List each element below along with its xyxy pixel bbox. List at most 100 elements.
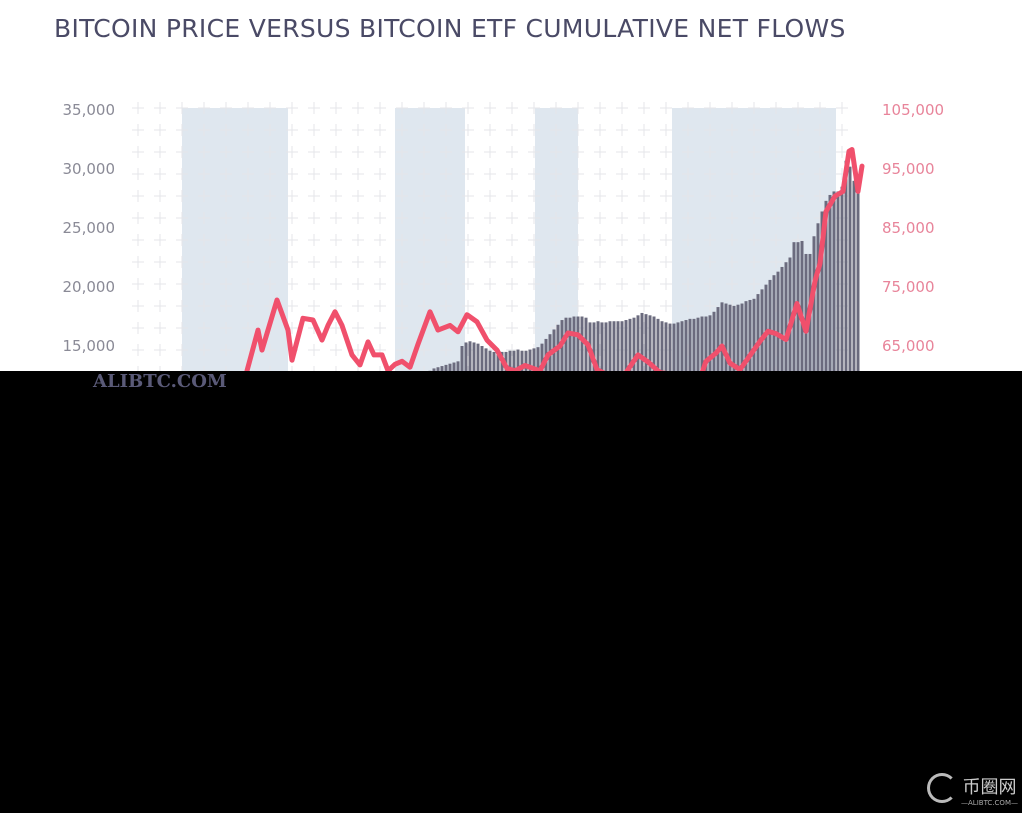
left-tick-label: 25,000	[63, 219, 116, 237]
grid-cross	[330, 190, 342, 202]
grid-cross	[264, 102, 276, 114]
grid-cross	[242, 146, 254, 158]
grid-cross	[770, 168, 782, 180]
grid-cross	[176, 322, 188, 334]
grid-cross	[418, 124, 430, 136]
grid-cross	[462, 102, 474, 114]
grid-cross	[264, 168, 276, 180]
grid-cross	[770, 300, 782, 312]
grid-cross	[330, 256, 342, 268]
grid-cross	[638, 234, 650, 246]
grid-cross	[616, 102, 628, 114]
grid-cross	[330, 212, 342, 224]
grid-cross	[198, 234, 210, 246]
black-redaction-block	[0, 371, 1022, 813]
grid-cross	[572, 146, 584, 158]
grid-cross	[484, 322, 496, 334]
grid-cross	[308, 344, 320, 356]
grid-cross	[572, 300, 584, 312]
grid-cross	[220, 278, 232, 290]
right-tick-label: 75,000	[882, 278, 935, 296]
grid-cross	[748, 278, 760, 290]
grid-cross	[352, 322, 364, 334]
grid-cross	[374, 256, 386, 268]
grid-cross	[286, 278, 298, 290]
grid-cross	[308, 102, 320, 114]
grid-cross	[396, 256, 408, 268]
grid-cross	[506, 300, 518, 312]
grid-cross	[220, 168, 232, 180]
grid-cross	[462, 124, 474, 136]
grid-cross	[462, 146, 474, 158]
grid-cross	[308, 256, 320, 268]
grid-cross	[374, 168, 386, 180]
grid-cross	[462, 322, 474, 334]
grid-cross	[418, 190, 430, 202]
grid-cross	[638, 146, 650, 158]
grid-cross	[220, 322, 232, 334]
grid-cross	[682, 300, 694, 312]
grid-cross	[616, 146, 628, 158]
grid-cross	[264, 212, 276, 224]
grid-cross	[198, 168, 210, 180]
grid-cross	[352, 212, 364, 224]
grid-cross	[418, 344, 430, 356]
grid-cross	[242, 234, 254, 246]
grid-cross	[506, 190, 518, 202]
grid-cross	[506, 212, 518, 224]
grid-cross	[616, 190, 628, 202]
grid-cross	[594, 146, 606, 158]
grid-cross	[594, 212, 606, 224]
watermark: ALIBTC.COM	[93, 371, 227, 392]
grid-cross	[572, 256, 584, 268]
logo-subtext: —ALIBTC.COM—	[961, 799, 1018, 807]
grid-cross	[550, 124, 562, 136]
price-line	[244, 147, 865, 384]
grid-cross	[462, 278, 474, 290]
grid-cross	[374, 322, 386, 334]
grid-cross	[176, 344, 188, 356]
grid-cross	[836, 124, 848, 136]
grid-cross	[396, 278, 408, 290]
grid-cross	[198, 212, 210, 224]
grid-cross	[242, 168, 254, 180]
grid-cross	[704, 256, 716, 268]
grid-cross	[682, 168, 694, 180]
grid-cross	[616, 234, 628, 246]
grid-cross	[528, 102, 540, 114]
grid-cross	[132, 212, 144, 224]
grid-cross	[330, 278, 342, 290]
grid-cross	[550, 212, 562, 224]
grid-cross	[484, 300, 496, 312]
left-axis: 15,000 20,000 25,000 30,000 35,000	[63, 101, 116, 355]
grid-cross	[814, 190, 826, 202]
grid-cross	[132, 234, 144, 246]
grid-cross	[396, 234, 408, 246]
grid-cross	[308, 300, 320, 312]
grid-cross	[396, 168, 408, 180]
grid-cross	[374, 300, 386, 312]
grid-cross	[198, 278, 210, 290]
bar	[832, 191, 836, 524]
right-tick-label: 65,000	[882, 337, 935, 355]
grid-cross	[682, 190, 694, 202]
chart-title: BITCOIN PRICE VERSUS BITCOIN ETF CUMULAT…	[54, 14, 846, 43]
grid-cross	[638, 124, 650, 136]
grid-cross	[814, 300, 826, 312]
grid-cross	[682, 322, 694, 334]
grid-cross	[176, 190, 188, 202]
grid-cross	[308, 212, 320, 224]
grid-cross	[704, 102, 716, 114]
grid-cross	[506, 146, 518, 158]
grid-cross	[726, 102, 738, 114]
grid-cross	[352, 168, 364, 180]
grid-cross	[352, 102, 364, 114]
grid-cross	[682, 278, 694, 290]
grid-cross	[616, 300, 628, 312]
grid-cross	[836, 102, 848, 114]
grid-cross	[374, 278, 386, 290]
grid-cross	[660, 190, 672, 202]
grid-cross	[594, 102, 606, 114]
grid-cross	[462, 168, 474, 180]
grid-cross	[660, 124, 672, 136]
